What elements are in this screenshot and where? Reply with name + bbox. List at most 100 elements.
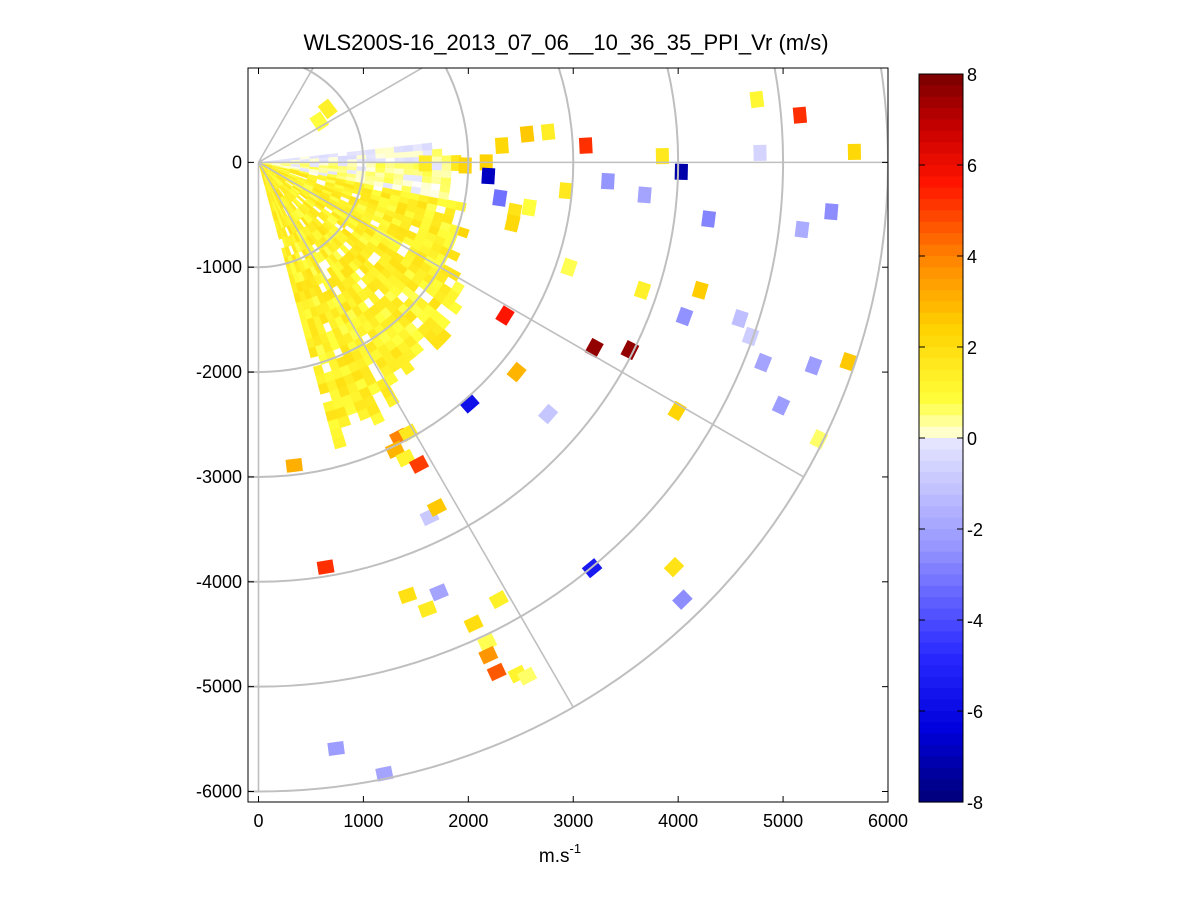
colorbar-swatch	[919, 267, 963, 280]
colorbar-swatch	[919, 108, 963, 121]
velocity-point	[426, 497, 447, 517]
x-tick-label: 3000	[553, 811, 593, 831]
velocity-point	[540, 123, 556, 141]
sector-cell	[394, 162, 405, 169]
sector-cell	[393, 145, 405, 153]
colorbar-swatch	[919, 96, 963, 109]
sector-cell	[431, 148, 443, 157]
colorbar-swatch	[919, 711, 963, 723]
colorbar-swatch	[919, 278, 963, 291]
colorbar-swatch	[919, 403, 963, 416]
sector-cell	[403, 168, 414, 176]
x-tick-label: 4000	[658, 811, 698, 831]
sector-cell	[337, 415, 352, 429]
velocity-point	[504, 213, 521, 233]
colorbar-swatch	[919, 290, 963, 303]
velocity-point	[749, 90, 765, 109]
colorbar-swatch	[919, 608, 963, 621]
x-tick-label: 2000	[448, 811, 488, 831]
velocity-point	[285, 458, 303, 473]
x-axis-label: m.s-1	[539, 841, 581, 867]
x-tick-label: 0	[253, 811, 263, 831]
colorbar-swatch	[919, 551, 963, 564]
sector-cell	[409, 342, 425, 357]
sector-cell	[412, 174, 424, 183]
sector-cell	[384, 146, 395, 154]
colorbar-swatch	[919, 654, 963, 667]
colorbar-swatch	[919, 756, 963, 769]
sector-cell	[448, 301, 463, 316]
velocity-point	[327, 741, 345, 756]
velocity-point	[675, 306, 694, 327]
velocity-point	[674, 163, 688, 180]
plot-frame	[247, 67, 889, 803]
velocity-point	[824, 203, 839, 221]
axes: 0 1000 2000 3000 4000 5000 6000 -6000 -5000 -4000…	[196, 68, 908, 831]
velocity-point	[600, 172, 615, 190]
colorbar-swatch	[919, 790, 963, 803]
sector-cell	[365, 166, 377, 173]
sector-cell	[384, 393, 400, 408]
colorbar-swatch	[919, 699, 963, 712]
colorbar-swatch	[919, 642, 963, 655]
azimuth-spoke	[257, 68, 314, 163]
velocity-point	[578, 137, 593, 154]
colorbar-swatch	[919, 119, 963, 132]
sector-cell	[356, 166, 367, 172]
colorbar-swatch	[919, 563, 963, 576]
colorbar-swatch	[919, 585, 963, 598]
colorbar-swatch	[919, 221, 963, 234]
velocity-point	[771, 395, 791, 416]
velocity-point	[701, 210, 717, 228]
colorbar-swatch	[919, 176, 963, 189]
sector-cell	[403, 162, 415, 170]
velocity-point	[839, 351, 857, 372]
sector-cell	[370, 411, 385, 426]
velocity-layer	[259, 90, 862, 782]
sector-cell	[365, 148, 377, 155]
colorbar-swatch	[919, 540, 963, 553]
velocity-point	[486, 662, 507, 682]
velocity-point	[794, 220, 810, 239]
velocity-point	[463, 614, 484, 633]
colorbar-swatch	[919, 369, 963, 382]
y-tick-label: -2000	[196, 362, 242, 382]
velocity-point	[663, 556, 685, 578]
y-tick-label: -1000	[196, 257, 242, 277]
sector-cell	[436, 315, 451, 330]
colorbar-swatch	[919, 506, 963, 519]
colorbar-tick-label: 2	[967, 338, 977, 358]
colorbar-swatch	[919, 597, 963, 610]
colorbar-swatch	[919, 392, 963, 405]
colorbar-swatch	[919, 517, 963, 530]
sector-cell	[403, 150, 415, 158]
sector-cell	[375, 162, 386, 169]
velocity-point	[506, 361, 527, 383]
velocity-point	[488, 590, 509, 610]
colorbar-tick-label: -4	[967, 611, 983, 631]
sector-cell	[431, 169, 443, 178]
colorbar-swatch	[919, 256, 963, 268]
sector-cell	[394, 167, 405, 175]
colorbar-swatch	[919, 233, 963, 246]
colorbar-swatch	[919, 335, 963, 348]
y-tick-label: -5000	[196, 677, 242, 697]
colorbar-swatch	[919, 324, 963, 337]
colorbar-swatch	[919, 767, 963, 780]
colorbar-swatch	[919, 210, 963, 223]
velocity-point	[458, 157, 472, 174]
azimuth-spoke	[258, 161, 805, 478]
velocity-point	[417, 600, 438, 619]
colorbar-swatch	[919, 199, 963, 212]
velocity-point	[429, 583, 449, 602]
sector-cell	[457, 226, 470, 239]
sector-cell	[384, 372, 399, 387]
colorbar-swatch	[919, 438, 963, 450]
velocity-point	[804, 356, 823, 376]
sector-cell	[366, 162, 377, 168]
y-tick-label: -4000	[196, 572, 242, 592]
colorbar-swatch	[919, 529, 963, 541]
colorbar-swatch	[919, 449, 963, 462]
colorbar-swatch	[919, 472, 963, 485]
